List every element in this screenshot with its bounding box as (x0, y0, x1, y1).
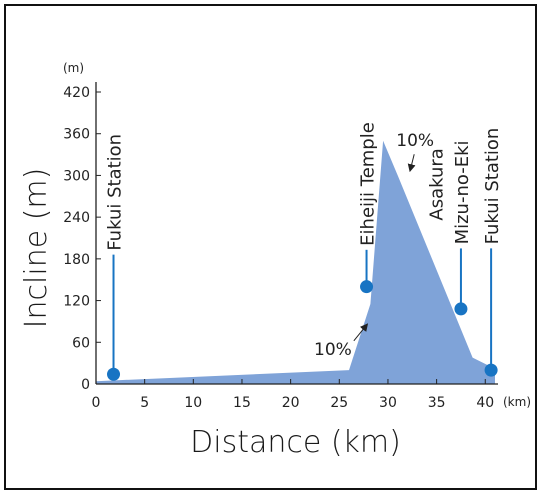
place-annotation: Asakura (427, 148, 448, 220)
grade-arrow (407, 154, 416, 173)
y-tick-label: 180 (63, 252, 90, 268)
x-tick-label: 0 (92, 395, 101, 411)
marker-dot (107, 367, 121, 381)
y-tick-label: 60 (72, 335, 90, 351)
x-tick-label: 10 (184, 395, 202, 411)
y-tick-label: 120 (63, 294, 90, 310)
y-tick-label: 0 (81, 377, 90, 393)
x-tick-label: 5 (140, 395, 149, 411)
y-unit-label: (m) (63, 61, 84, 75)
marker-label: Fukui Station (105, 134, 126, 251)
x-tick-label: 30 (379, 395, 397, 411)
marker-label: Mizu-no-Eki (452, 140, 473, 244)
grade-annotation: 10% (314, 340, 352, 360)
y-tick-label: 300 (63, 168, 90, 184)
marker-dot (454, 302, 468, 316)
y-tick-label: 420 (63, 85, 90, 101)
x-tick-label: 20 (282, 395, 300, 411)
marker-dot (360, 280, 374, 294)
y-axis-title: Incline (m) (19, 168, 54, 329)
marker-dot (484, 363, 498, 377)
x-unit-label: (km) (503, 395, 531, 409)
grade-arrow (353, 323, 369, 342)
y-tick-label: 360 (63, 127, 90, 143)
marker-label: Fukui Station (482, 128, 503, 245)
marker-label: Eiheiji Temple (358, 122, 379, 246)
grade-annotation: 10% (396, 131, 434, 151)
x-tick-label: 35 (428, 395, 446, 411)
x-tick-label: 25 (330, 395, 348, 411)
y-tick-label: 240 (63, 210, 90, 226)
elevation-area (96, 140, 495, 384)
x-tick-label: 40 (476, 395, 494, 411)
chart-frame (4, 4, 537, 490)
x-axis-title: Distance (km) (190, 425, 401, 460)
x-tick-label: 15 (233, 395, 251, 411)
